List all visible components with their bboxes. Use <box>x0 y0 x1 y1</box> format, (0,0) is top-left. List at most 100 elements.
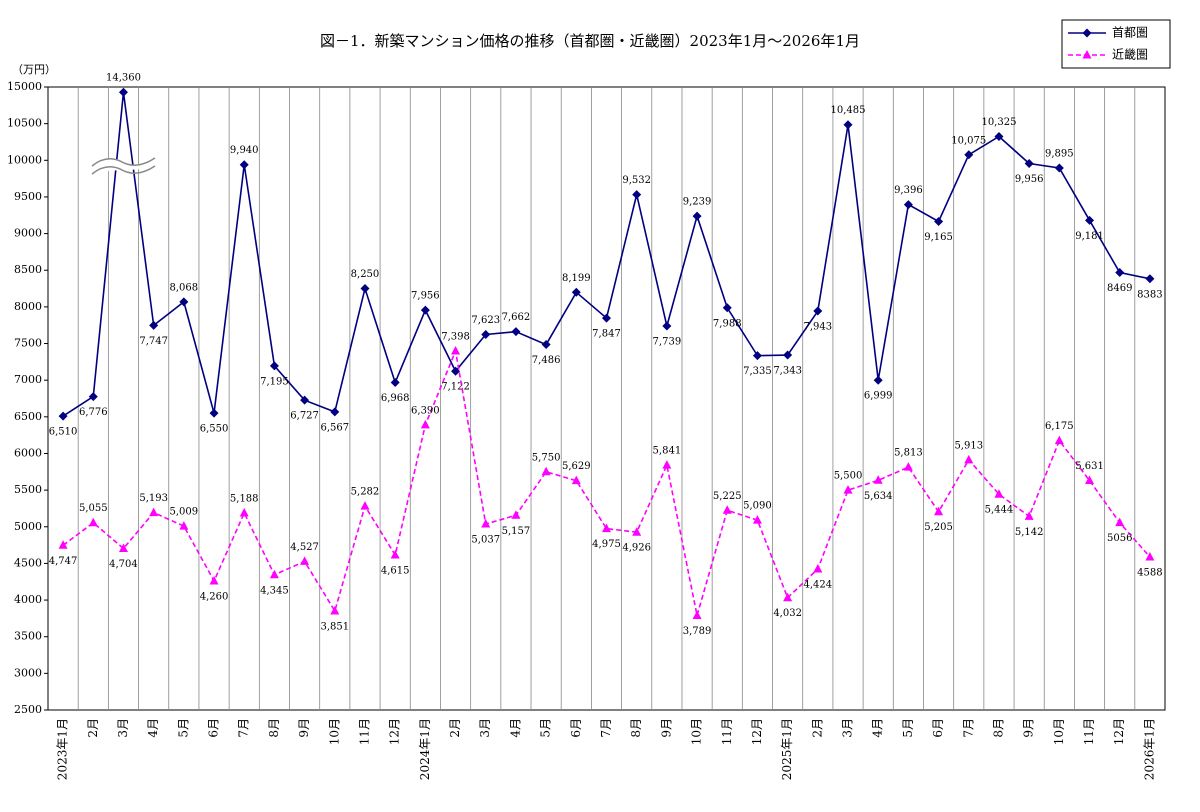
data-label: 9,239 <box>683 197 712 208</box>
data-label: 8469 <box>1107 283 1132 294</box>
data-label: 9,396 <box>894 185 923 196</box>
y-tick-label: 4000 <box>14 593 42 606</box>
y-tick-label: 7500 <box>14 337 42 350</box>
data-label: 7,335 <box>743 366 772 377</box>
data-label: 5,157 <box>502 526 531 537</box>
plot-frame <box>47 86 1166 711</box>
marker <box>481 519 491 528</box>
data-label: 6,175 <box>1045 421 1074 432</box>
data-label: 5,500 <box>834 471 863 482</box>
marker <box>511 510 521 519</box>
x-tick-label: 8月 <box>629 718 643 738</box>
x-tick-label: 7月 <box>961 718 975 738</box>
y-tick-label: 6000 <box>14 446 42 459</box>
marker <box>179 297 189 307</box>
data-label: 7,662 <box>502 312 531 323</box>
marker <box>783 592 793 602</box>
marker <box>722 303 732 313</box>
marker <box>722 505 732 514</box>
marker <box>118 87 128 97</box>
data-label: 4,032 <box>773 608 802 619</box>
marker <box>481 330 491 340</box>
marker <box>149 320 159 330</box>
x-tick-label: 4月 <box>146 718 160 738</box>
marker <box>873 475 883 484</box>
data-label: 5056 <box>1107 533 1132 544</box>
marker <box>1054 435 1064 445</box>
y-tick-label: 9000 <box>14 227 42 240</box>
x-tick-label: 12月 <box>388 718 402 745</box>
x-tick-label: 11月 <box>357 718 371 745</box>
marker <box>269 361 279 371</box>
data-label: 6,727 <box>290 411 319 422</box>
data-label: 4588 <box>1137 567 1162 578</box>
marker <box>58 540 68 549</box>
data-label: 4,424 <box>804 579 833 590</box>
y-tick-label: 4500 <box>14 556 42 569</box>
data-label: 9,956 <box>1015 174 1044 185</box>
data-label: 4,527 <box>290 542 319 553</box>
marker <box>451 366 461 376</box>
data-label: 5,205 <box>924 522 953 533</box>
data-label: 5,750 <box>532 452 561 463</box>
marker <box>239 507 249 517</box>
marker <box>1115 517 1125 527</box>
marker <box>994 131 1004 141</box>
data-label: 14,360 <box>106 73 141 84</box>
data-label: 9,940 <box>230 145 259 156</box>
data-label: 5,142 <box>1015 527 1044 538</box>
x-tick-label: 11月 <box>1082 718 1096 745</box>
y-tick-label: 3500 <box>14 630 42 643</box>
marker <box>903 462 913 471</box>
marker <box>903 200 913 210</box>
marker <box>179 521 189 530</box>
data-label: 9,532 <box>622 175 651 186</box>
marker <box>420 419 430 429</box>
x-tick-label: 5月 <box>901 718 915 738</box>
x-tick-label: 8月 <box>991 718 1005 738</box>
x-tick-label: 2月 <box>448 718 462 738</box>
data-label: 3,851 <box>320 621 349 632</box>
data-label: 5,225 <box>713 491 742 502</box>
marker <box>571 287 581 297</box>
y-axis-label: （万円） <box>12 63 56 76</box>
marker <box>239 160 249 170</box>
y-tick-label: 2500 <box>14 703 42 716</box>
y-tick-label: 7000 <box>14 373 42 386</box>
data-label: 8,250 <box>351 269 380 280</box>
data-label: 6,999 <box>864 391 893 402</box>
data-label: 6,390 <box>411 405 440 416</box>
x-tick-label: 3月 <box>116 718 130 738</box>
data-label: 5,037 <box>471 535 500 546</box>
x-tick-label: 12月 <box>750 718 764 745</box>
data-label: 7,988 <box>713 318 742 329</box>
y-tick-label: 3000 <box>14 666 42 679</box>
marker <box>300 395 310 405</box>
x-tick-label: 2月 <box>810 718 824 738</box>
marker <box>209 408 219 418</box>
series-line <box>62 348 1151 616</box>
x-tick-label: 2026年1月 <box>1142 718 1156 780</box>
data-label: 5,090 <box>743 501 772 512</box>
data-label: 4,926 <box>622 543 651 554</box>
x-tick-label: 5月 <box>176 718 190 738</box>
y-tick-label: 8500 <box>14 263 42 276</box>
data-label: 5,444 <box>985 505 1014 516</box>
axis-break-band <box>92 158 155 174</box>
marker <box>300 556 310 565</box>
y-tick-label: 5000 <box>14 520 42 533</box>
marker <box>692 610 702 620</box>
data-label: 4,704 <box>109 559 138 570</box>
data-label: 4,975 <box>592 539 621 550</box>
marker <box>662 460 672 469</box>
marker <box>1115 268 1125 278</box>
x-tick-label: 9月 <box>297 718 311 738</box>
chart-title: 図－1．新築マンション価格の推移（首都圏・近畿圏）2023年1月～2026年1月 <box>320 32 860 50</box>
data-label: 5,629 <box>562 461 591 472</box>
x-tick-label: 6月 <box>569 718 583 738</box>
data-label: 7,195 <box>260 376 289 387</box>
x-tick-label: 9月 <box>659 718 673 738</box>
marker <box>632 190 642 200</box>
data-label: 6,550 <box>200 424 229 435</box>
